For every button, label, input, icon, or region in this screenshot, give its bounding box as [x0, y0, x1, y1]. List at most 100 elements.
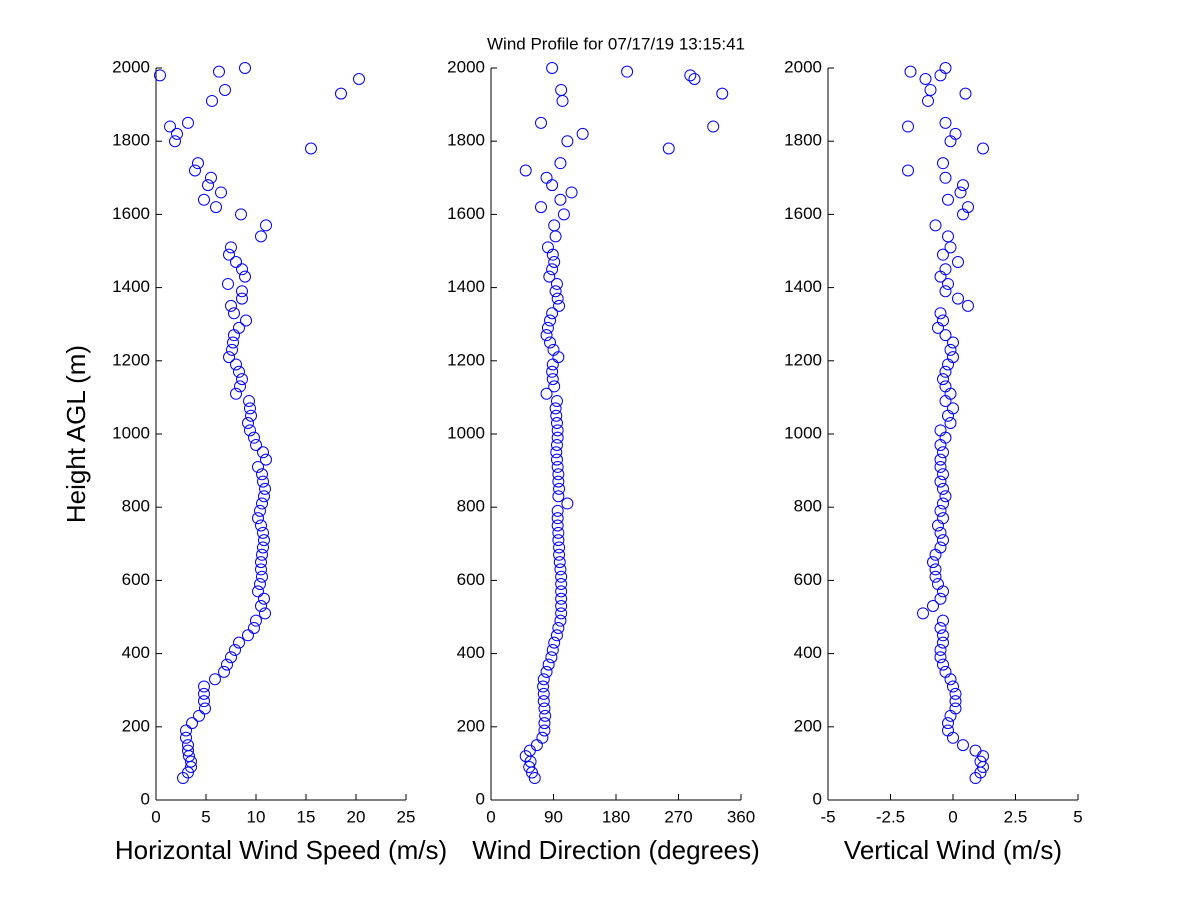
point [553, 299, 566, 312]
point [540, 665, 553, 678]
point [257, 526, 269, 539]
y-tick-label: 200 [122, 716, 150, 735]
point [977, 142, 989, 155]
y-tick-label: 2000 [784, 57, 822, 76]
y-tick-label: 600 [122, 570, 150, 589]
point [227, 336, 239, 349]
point [962, 201, 974, 214]
x-tick-label: 5 [1073, 807, 1082, 826]
point [234, 380, 246, 393]
point [255, 563, 267, 576]
y-tick-label: 1000 [447, 423, 485, 442]
point [236, 263, 248, 276]
point [576, 127, 589, 140]
point [939, 62, 952, 74]
y-tick-label: 600 [794, 570, 822, 589]
point [550, 395, 563, 408]
point [257, 475, 269, 488]
x-tick-label: 360 [727, 807, 755, 826]
x-axis-label: Vertical Wind (m/s) [844, 835, 1062, 865]
point [549, 285, 562, 298]
point [546, 373, 559, 386]
point [353, 72, 365, 85]
point [193, 709, 205, 722]
y-tick-label: 0 [141, 789, 150, 808]
point [255, 230, 267, 243]
point [538, 717, 551, 730]
point [555, 578, 568, 591]
point [969, 744, 982, 757]
point [937, 468, 949, 481]
point [957, 179, 969, 192]
point [934, 643, 947, 656]
point [547, 343, 560, 356]
point [549, 402, 562, 415]
point [239, 62, 251, 74]
point [202, 179, 214, 192]
point [198, 193, 210, 206]
x-axis-label: Horizontal Wind Speed (m/s) [115, 835, 447, 865]
point [205, 171, 217, 184]
point [942, 717, 954, 730]
y-tick-label: 1800 [784, 131, 822, 150]
point [929, 219, 942, 232]
point [233, 636, 245, 649]
point [541, 321, 554, 334]
point [904, 65, 917, 78]
point [939, 263, 952, 276]
point [962, 299, 974, 312]
point [688, 72, 701, 85]
y-tick-label: 800 [794, 497, 822, 516]
point [551, 292, 564, 305]
point [548, 219, 561, 232]
point [555, 607, 568, 620]
point [662, 142, 675, 155]
point [952, 255, 964, 268]
point [552, 475, 565, 488]
y-tick-label: 600 [457, 570, 485, 589]
point [206, 94, 218, 107]
y-tick-label: 1200 [784, 350, 822, 369]
point [937, 629, 949, 642]
point [952, 292, 964, 305]
point [949, 687, 962, 700]
point [255, 600, 267, 613]
point [546, 307, 559, 320]
point [554, 563, 567, 576]
point [244, 424, 256, 437]
point [942, 230, 954, 243]
point [555, 585, 568, 598]
point [551, 431, 564, 444]
point [230, 387, 242, 400]
point [248, 431, 260, 444]
point [222, 277, 234, 290]
point [924, 83, 937, 96]
point [199, 702, 211, 715]
point [552, 534, 565, 547]
x-tick-label: 270 [664, 807, 692, 826]
point [233, 321, 245, 334]
point [939, 285, 952, 298]
point [550, 409, 563, 422]
point [929, 570, 942, 583]
point [164, 120, 176, 133]
point [565, 186, 578, 199]
point [555, 83, 568, 96]
point [550, 629, 563, 642]
point [550, 453, 563, 466]
point [544, 314, 557, 327]
point [934, 541, 947, 554]
point [716, 87, 729, 100]
x-tick-label: 5 [201, 807, 210, 826]
point [541, 241, 554, 254]
point [252, 585, 264, 598]
point [215, 186, 227, 199]
point [236, 373, 248, 386]
point [252, 512, 264, 525]
point [239, 270, 251, 283]
y-tick-label: 200 [794, 716, 822, 735]
point [934, 424, 947, 437]
point [542, 658, 555, 671]
y-tick-label: 1400 [447, 277, 485, 296]
